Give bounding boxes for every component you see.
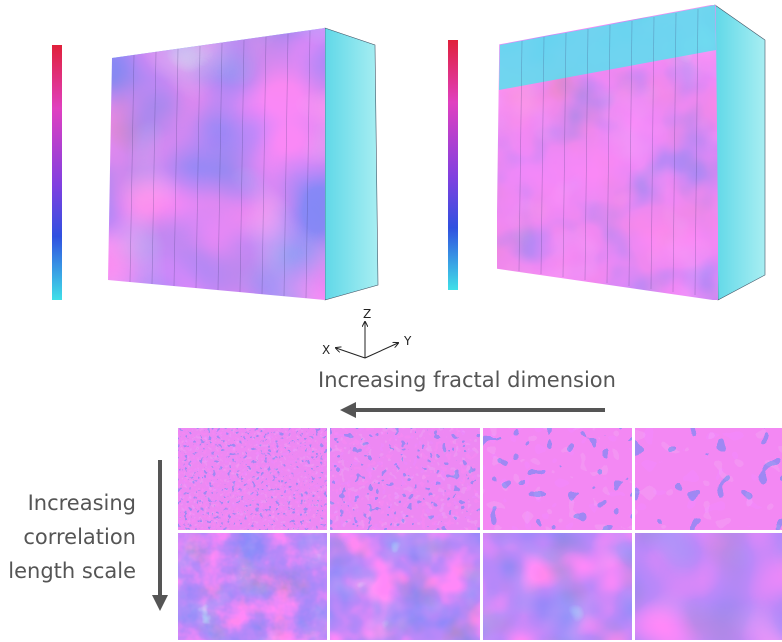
field-panel: [483, 428, 632, 530]
field-panel: [483, 533, 632, 640]
colorbar: [52, 45, 62, 300]
field-panels: [178, 428, 782, 640]
cube-side: [715, 5, 765, 300]
axis-label: Y: [403, 334, 412, 348]
field-panel: [635, 533, 782, 640]
colorbar: [448, 40, 458, 290]
right-cube: [448, 5, 765, 300]
field-panel: [178, 428, 327, 530]
field-panel: [330, 428, 480, 530]
arrow-label: length scale: [8, 559, 136, 583]
arrow-label: correlation: [23, 525, 136, 549]
axis-label: X: [322, 343, 330, 357]
cube-front: [108, 28, 325, 300]
cube-side: [325, 28, 378, 300]
field-panel: [635, 428, 782, 530]
field-panel: [178, 533, 327, 640]
arrow-label: Increasing fractal dimension: [318, 368, 616, 392]
axis-triad: [336, 322, 398, 358]
axis-label: Z: [363, 307, 371, 321]
figure: Z X Y Increasing fractal dimension Incre…: [0, 0, 782, 642]
left-cube: [52, 28, 378, 300]
arrow-label: Increasing: [28, 491, 136, 515]
field-panel: [330, 533, 480, 640]
